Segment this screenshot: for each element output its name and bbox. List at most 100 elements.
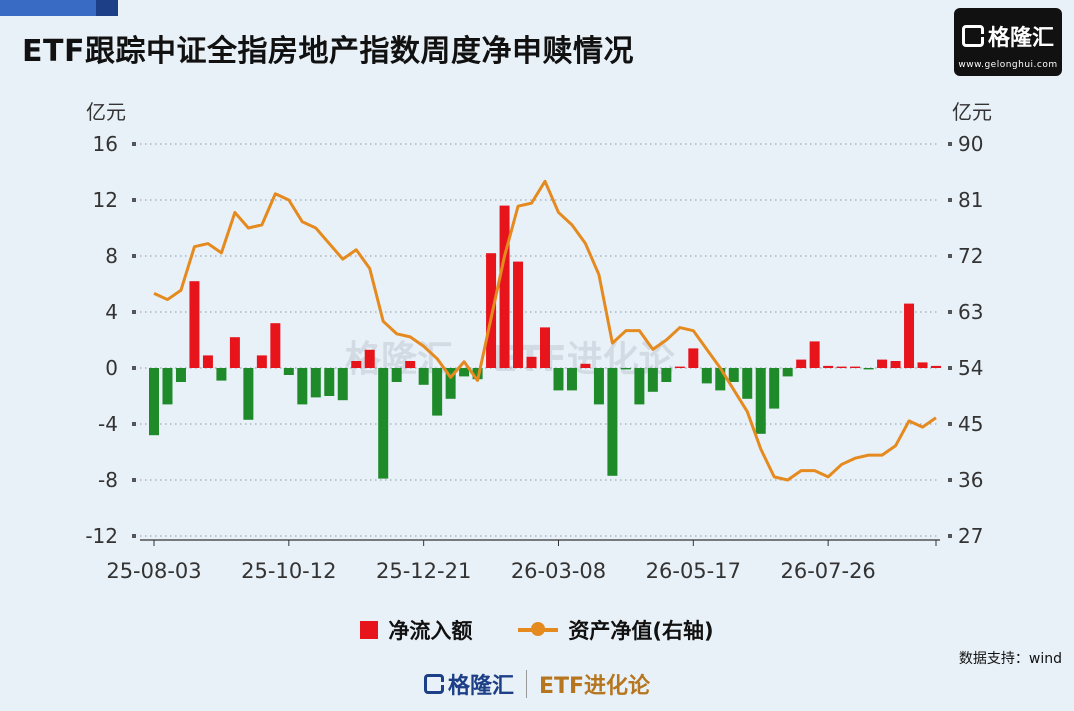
left-tick-mark [132, 310, 136, 314]
bar [351, 361, 362, 368]
left-tick-mark [132, 366, 136, 370]
bar [863, 368, 874, 370]
legend: 净流入额 资产净值(右轴) [0, 615, 1074, 645]
bar [566, 368, 577, 391]
bar [337, 368, 348, 401]
bar [486, 253, 497, 368]
right-tick-mark [948, 198, 952, 202]
bar [283, 368, 294, 375]
left-tick-label: -12 [85, 524, 118, 548]
bar [769, 368, 780, 409]
bar [418, 368, 429, 385]
bar [540, 327, 550, 368]
bar [324, 368, 335, 396]
bar [809, 341, 820, 368]
right-tick-mark [948, 310, 952, 314]
bar [445, 368, 456, 399]
footer-divider [525, 670, 527, 698]
bar [297, 368, 308, 405]
bar [917, 362, 928, 368]
right-tick-label: 45 [958, 412, 983, 436]
left-tick-mark [132, 254, 136, 258]
bar [175, 368, 186, 382]
left-tick-label: 12 [93, 188, 118, 212]
bar [243, 368, 254, 420]
footer-logo-icon [423, 674, 444, 694]
legend-line-swatch [518, 622, 559, 636]
legend-item-bar: 净流入额 [360, 615, 472, 645]
brand-logo: 格隆汇 www.gelonghui.com [954, 8, 1062, 76]
right-axis-unit: 亿元 [952, 100, 992, 124]
right-tick-label: 36 [958, 468, 983, 492]
data-source: 数据支持：wind [958, 651, 1062, 667]
bar [823, 365, 834, 368]
left-tick-mark [132, 478, 136, 482]
bar [149, 368, 159, 436]
bar [715, 368, 726, 391]
x-tick-label: 25-10-12 [241, 559, 336, 583]
bar [836, 366, 847, 368]
left-tick-label: -4 [98, 412, 118, 436]
bar [459, 368, 470, 377]
right-tick-mark [948, 366, 952, 370]
bar [391, 368, 402, 382]
bar [755, 368, 766, 434]
bar [405, 361, 416, 368]
bar [877, 359, 888, 368]
bar [216, 368, 227, 381]
bar [674, 366, 685, 368]
right-tick-label: 90 [958, 132, 983, 156]
right-tick-mark [948, 254, 952, 258]
right-tick-mark [948, 534, 952, 538]
logo-brand-text: 格隆汇 [987, 26, 1054, 51]
right-tick-label: 63 [958, 300, 983, 324]
bar [607, 368, 618, 476]
bar [742, 368, 753, 399]
bar [364, 349, 375, 368]
bar [499, 205, 510, 368]
bar [701, 368, 712, 384]
bar [526, 356, 537, 368]
bar [432, 368, 443, 416]
right-tick-label: 54 [958, 356, 983, 380]
bar [647, 368, 658, 392]
chart-title: ETF跟踪中证全指房地产指数周度净申赎情况 [22, 34, 634, 69]
bar [189, 281, 200, 368]
bar [890, 361, 901, 368]
x-tick-label: 25-12-21 [376, 559, 471, 583]
bar [162, 368, 173, 405]
bar [553, 368, 564, 391]
bar [593, 368, 604, 405]
bar [634, 368, 645, 405]
footer-brand-text: 格隆汇 [447, 674, 514, 699]
x-tick-label: 26-05-17 [646, 559, 741, 583]
gelonghui-logo-icon [961, 25, 984, 47]
bar [513, 261, 524, 368]
left-tick-label: 16 [93, 132, 118, 156]
left-tick-mark [132, 534, 136, 538]
right-tick-mark [948, 478, 952, 482]
left-tick-label: -8 [98, 468, 118, 492]
left-axis-unit: 亿元 [86, 100, 126, 124]
right-tick-mark [948, 142, 952, 146]
bar [796, 359, 807, 368]
bar [728, 368, 739, 382]
legend-line-label: 资产净值(右轴) [568, 619, 714, 643]
bar [202, 355, 213, 368]
legend-item-line: 资产净值(右轴) [518, 615, 714, 645]
bar [378, 368, 389, 479]
bar [661, 368, 672, 382]
right-tick-label: 72 [958, 244, 983, 268]
footer-etf-text: ETF进化论 [538, 674, 651, 699]
left-tick-label: 4 [105, 300, 118, 324]
bar [256, 355, 267, 368]
left-tick-label: 8 [105, 244, 118, 268]
corner-decoration [0, 0, 118, 16]
legend-bar-swatch [360, 621, 379, 639]
x-tick-label: 26-07-26 [780, 559, 875, 583]
bar [270, 323, 281, 368]
right-tick-label: 81 [958, 188, 983, 212]
left-tick-mark [132, 422, 136, 426]
bar [850, 366, 861, 368]
